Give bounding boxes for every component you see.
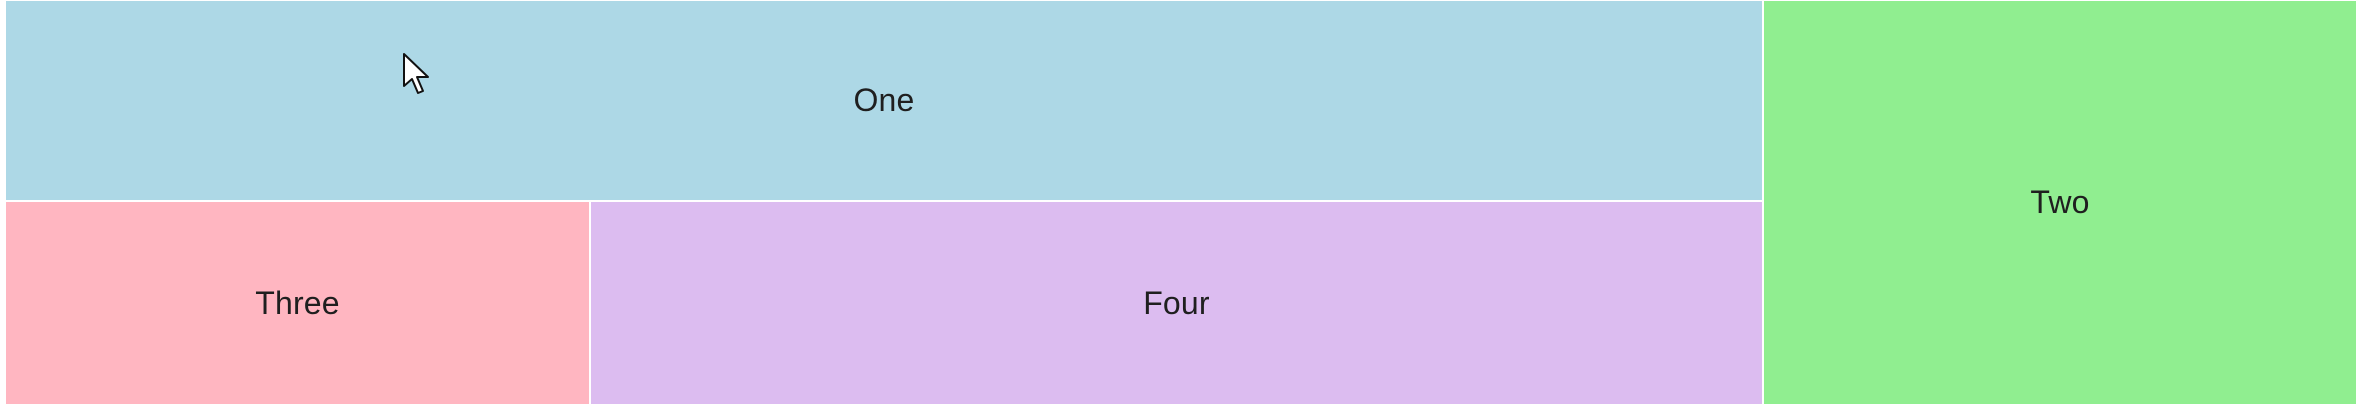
tile-one[interactable]: One [5, 0, 1763, 201]
tile-two-label: Two [2030, 184, 2090, 220]
tile-four-label: Four [1143, 284, 1210, 321]
tile-one-label: One [853, 82, 915, 118]
tile-two[interactable]: Two [1763, 0, 2357, 405]
tile-four[interactable]: Four [590, 201, 1763, 405]
tile-three-label: Three [255, 284, 340, 321]
tile-grid: One Three Four Two [5, 0, 2357, 405]
tile-three[interactable]: Three [5, 201, 590, 405]
